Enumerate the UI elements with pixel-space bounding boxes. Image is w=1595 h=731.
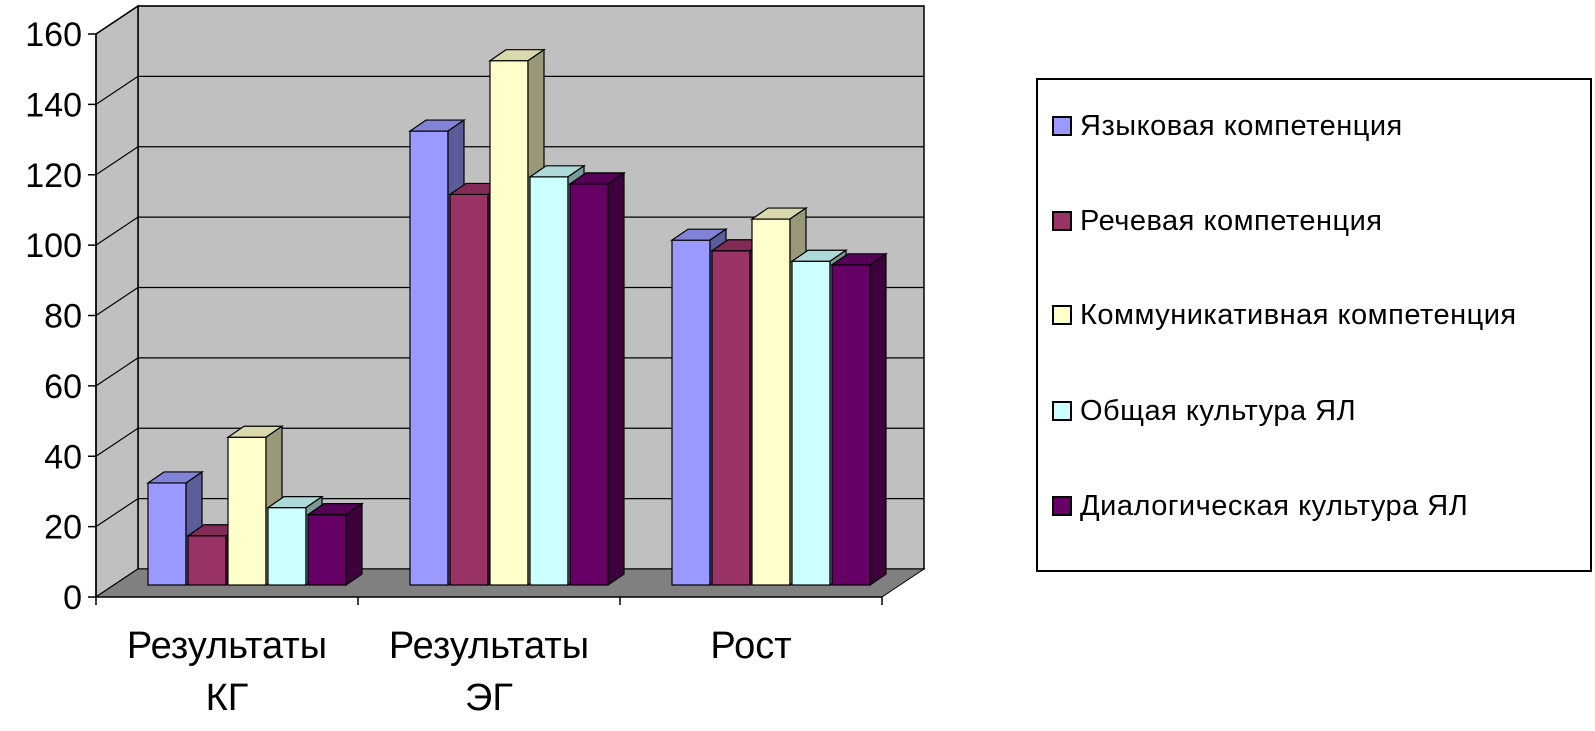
bar-front — [751, 218, 791, 586]
y-tick-label: 80 — [44, 298, 82, 336]
legend-item: Речевая компетенция — [1052, 201, 1383, 241]
legend-swatch — [1052, 116, 1072, 136]
bar-front — [449, 193, 489, 586]
bar-side — [607, 171, 625, 587]
bar-side — [869, 252, 887, 587]
gridline — [95, 286, 924, 316]
x-tick-label: КГ — [206, 677, 249, 719]
bar-front — [409, 130, 449, 586]
bar-front — [529, 176, 569, 586]
gridline — [95, 357, 924, 387]
bar — [830, 252, 888, 587]
bars — [146, 48, 888, 587]
gridline — [95, 146, 924, 176]
bar-front — [791, 260, 831, 586]
bar-front — [569, 183, 609, 586]
bar-front — [227, 436, 267, 586]
legend-swatch — [1052, 211, 1072, 231]
bar — [306, 502, 364, 587]
x-tick-label: Рост — [710, 625, 791, 667]
gridlines — [95, 5, 924, 528]
y-tick-label: 40 — [44, 438, 82, 476]
bar-front — [489, 60, 529, 586]
bar-front — [187, 535, 227, 586]
x-tick-label: Результаты — [127, 625, 327, 667]
gridline — [95, 216, 924, 246]
legend-label: Общая культура ЯЛ — [1080, 394, 1357, 427]
legend-item: Общая культура ЯЛ — [1052, 391, 1356, 431]
y-tick-label: 60 — [44, 368, 82, 406]
legend-swatch — [1052, 496, 1072, 516]
gridline — [95, 5, 924, 35]
legend-item: Диалогическая культура ЯЛ — [1052, 486, 1468, 526]
gridline — [95, 427, 924, 457]
legend-label: Диалогическая культура ЯЛ — [1080, 489, 1469, 522]
legend-label: Языковая компетенция — [1080, 109, 1403, 142]
y-tick-label: 100 — [25, 227, 82, 265]
legend: Языковая компетенция Речевая компетенция… — [1036, 78, 1592, 572]
x-tick-label: ЭГ — [465, 677, 513, 719]
y-tick-label: 140 — [25, 86, 82, 124]
bar — [568, 171, 626, 587]
gridline — [95, 498, 924, 528]
bar-front — [147, 482, 187, 586]
bar-front — [711, 250, 751, 586]
bar-front — [831, 264, 871, 586]
legend-swatch — [1052, 401, 1072, 421]
gridline — [95, 75, 924, 105]
y-tick-label: 160 — [25, 16, 82, 54]
legend-label: Коммуникативная компетенция — [1080, 298, 1517, 331]
bar-front — [671, 239, 711, 586]
y-axis: 0 20 40 60 80 100 120 140 160 — [25, 16, 883, 617]
y-tick-label: 0 — [63, 579, 82, 617]
bar-front — [267, 506, 307, 586]
legend-label: Речевая компетенция — [1080, 204, 1383, 237]
legend-swatch — [1052, 305, 1072, 325]
bar-front — [307, 514, 347, 586]
x-axis: Результаты КГ Результаты ЭГ Рост — [127, 625, 792, 719]
x-tick-label: Результаты — [389, 625, 589, 667]
y-tick-label: 120 — [25, 157, 82, 195]
legend-item: Языковая компетенция — [1052, 106, 1403, 146]
legend-item: Коммуникативная компетенция — [1052, 295, 1517, 335]
y-tick-label: 20 — [44, 509, 82, 547]
bar-side — [345, 502, 363, 587]
